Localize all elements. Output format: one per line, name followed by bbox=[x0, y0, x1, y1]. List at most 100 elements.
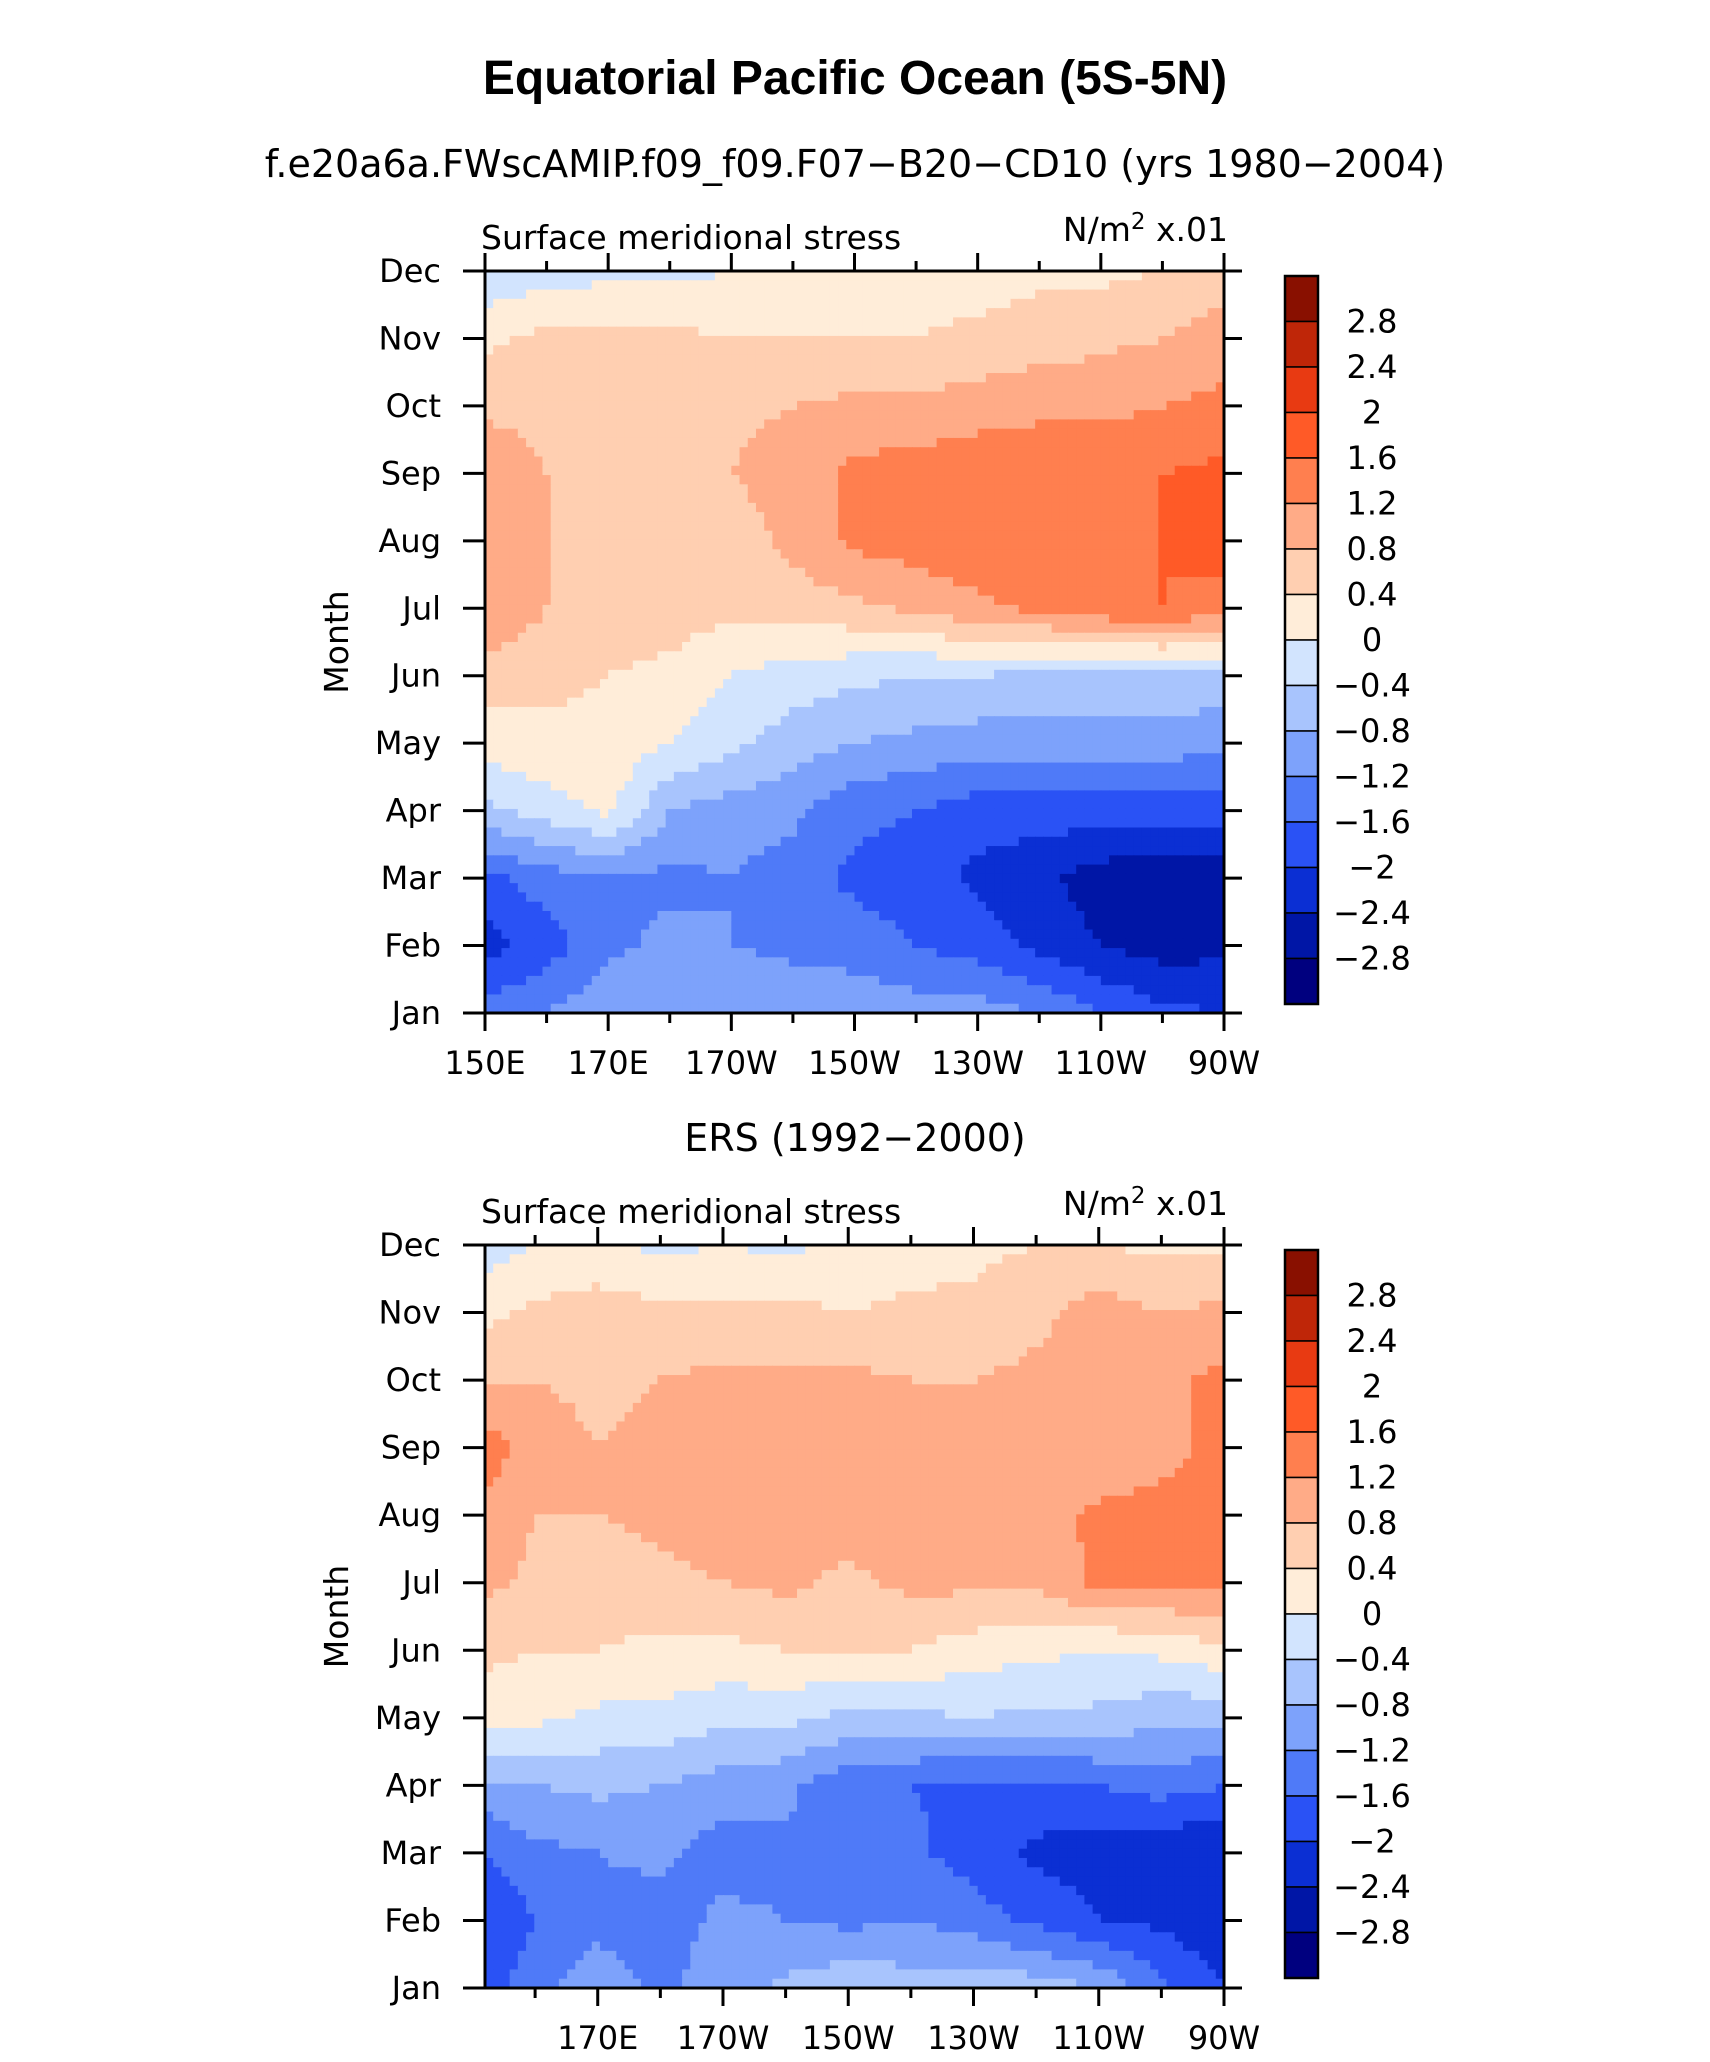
contour-cell bbox=[1150, 660, 1159, 671]
contour-cell bbox=[821, 762, 831, 773]
contour-cell bbox=[558, 734, 568, 745]
contour-cell bbox=[616, 632, 626, 643]
contour-cell bbox=[1117, 549, 1127, 560]
contour-cell bbox=[739, 549, 749, 560]
contour-cell bbox=[1182, 753, 1192, 764]
contour-cell bbox=[1191, 567, 1200, 578]
contour-cell bbox=[493, 521, 503, 532]
contour-cell bbox=[944, 363, 954, 374]
contour-cell bbox=[977, 475, 987, 485]
contour-cell bbox=[1215, 734, 1225, 745]
contour-cell bbox=[1035, 688, 1044, 699]
contour-cell bbox=[887, 744, 897, 754]
contour-cell bbox=[870, 614, 880, 625]
contour-cell bbox=[1010, 419, 1020, 430]
contour-cell bbox=[1117, 651, 1127, 662]
contour-cell bbox=[846, 502, 856, 513]
contour-cell bbox=[903, 484, 913, 495]
contour-cell bbox=[624, 428, 634, 439]
contour-cell bbox=[591, 623, 601, 634]
contour-cell bbox=[829, 567, 839, 578]
contour-cell bbox=[1059, 308, 1069, 318]
contour-cell bbox=[591, 688, 601, 699]
contour-cell bbox=[485, 447, 494, 458]
contour-cell bbox=[780, 400, 790, 411]
contour-cell bbox=[1158, 502, 1168, 513]
contour-cell bbox=[1076, 558, 1086, 569]
contour-cell bbox=[485, 363, 494, 374]
contour-cell bbox=[985, 604, 995, 615]
contour-cell bbox=[698, 502, 708, 513]
contour-cell bbox=[526, 558, 535, 569]
contour-cell bbox=[1158, 632, 1168, 643]
contour-cell bbox=[755, 771, 765, 782]
contour-cell bbox=[567, 447, 576, 458]
contour-cell bbox=[493, 475, 503, 485]
contour-cell bbox=[485, 660, 494, 671]
contour-cell bbox=[1207, 623, 1217, 634]
contour-cell bbox=[723, 289, 732, 300]
contour-cell bbox=[657, 326, 667, 337]
contour-cell bbox=[1199, 595, 1209, 606]
contour-cell bbox=[517, 706, 527, 717]
contour-cell bbox=[558, 465, 568, 476]
contour-cell bbox=[1018, 771, 1028, 782]
contour-cell bbox=[739, 502, 749, 513]
contour-cell bbox=[1150, 669, 1159, 680]
contour-cell bbox=[920, 419, 929, 430]
contour-cell bbox=[813, 614, 823, 625]
contour-cell bbox=[493, 447, 503, 458]
contour-cell bbox=[731, 558, 741, 569]
contour-cell bbox=[755, 660, 765, 671]
contour-cell bbox=[1174, 614, 1184, 625]
contour-cell bbox=[501, 465, 511, 476]
contour-cell bbox=[747, 539, 757, 550]
contour-cell bbox=[575, 539, 585, 550]
contour-cell bbox=[723, 734, 732, 745]
contour-cell bbox=[994, 604, 1003, 615]
contour-cell bbox=[903, 493, 913, 504]
contour-cell bbox=[870, 660, 880, 671]
contour-cell bbox=[501, 567, 511, 578]
contour-cell bbox=[838, 419, 847, 430]
contour-cell bbox=[961, 642, 971, 652]
contour-cell bbox=[657, 465, 667, 476]
contour-cell bbox=[1199, 771, 1209, 782]
contour-cell bbox=[936, 521, 946, 532]
contour-cell bbox=[501, 354, 511, 365]
contour-cell bbox=[599, 539, 609, 550]
contour-cell bbox=[599, 345, 609, 356]
contour-cell bbox=[665, 521, 675, 532]
contour-cell bbox=[1076, 289, 1086, 300]
contour-cell bbox=[723, 308, 732, 318]
contour-cell bbox=[1199, 762, 1209, 773]
contour-cell bbox=[1067, 493, 1077, 504]
contour-cell bbox=[887, 697, 897, 708]
contour-cell bbox=[1117, 475, 1127, 485]
contour-cell bbox=[911, 539, 921, 550]
contour-cell bbox=[944, 484, 954, 495]
contour-cell bbox=[1051, 706, 1061, 717]
contour-cell bbox=[1084, 363, 1094, 374]
contour-cell bbox=[862, 493, 872, 504]
contour-cell bbox=[501, 725, 511, 736]
contour-cell bbox=[657, 400, 667, 411]
contour-cell bbox=[690, 716, 700, 727]
contour-cell bbox=[690, 335, 700, 346]
contour-cell bbox=[887, 502, 897, 513]
contour-cell bbox=[1010, 716, 1020, 727]
contour-cell bbox=[887, 669, 897, 680]
contour-cell bbox=[895, 558, 905, 569]
contour-cell bbox=[1002, 391, 1012, 402]
contour-cell bbox=[1166, 475, 1176, 485]
contour-cell bbox=[936, 475, 946, 485]
contour-cell bbox=[870, 410, 880, 421]
contour-cell bbox=[862, 558, 872, 569]
contour-cell bbox=[887, 289, 897, 300]
contour-cell bbox=[1182, 595, 1192, 606]
contour-cell bbox=[624, 521, 634, 532]
contour-cell bbox=[870, 642, 880, 652]
contour-cell bbox=[624, 354, 634, 365]
contour-cell bbox=[755, 280, 765, 291]
contour-cell bbox=[985, 734, 995, 745]
